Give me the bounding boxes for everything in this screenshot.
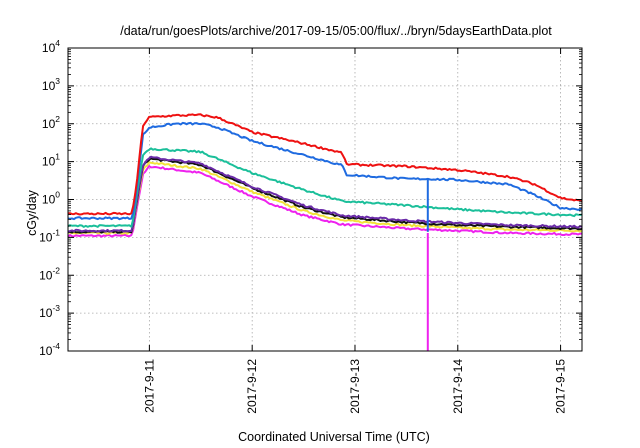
chart-title: /data/run/goesPlots/archive/2017-09-15/0… <box>120 24 552 38</box>
y-tick-label: 10-1 <box>39 227 60 244</box>
x-axis-ticks: 2017-9-11 2017-9-12 2017-9-13 2017-9-14 2017… <box>142 48 568 414</box>
x-tick-label: 2017-9-13 <box>348 359 362 414</box>
y-tick-label: 103 <box>42 76 60 93</box>
series-line <box>67 157 583 234</box>
grid-lines <box>68 48 582 351</box>
series-line <box>68 113 583 216</box>
x-tick-label: 2017-9-12 <box>245 359 259 414</box>
x-tick-label: 2017-9-14 <box>451 359 465 414</box>
y-axis-title: cGy/day <box>25 189 39 236</box>
y-tick-label: 101 <box>42 152 60 169</box>
y-axis-ticks: 10-4 10-3 10-2 10-1 100 101 102 103 104 <box>39 38 582 358</box>
y-tick-label: 100 <box>42 190 60 207</box>
series-line <box>67 121 583 221</box>
series-lines <box>67 113 583 238</box>
y-tick-label: 10-2 <box>39 265 60 282</box>
x-tick-label: 2017-9-11 <box>142 359 156 413</box>
series-line <box>67 161 583 235</box>
y-tick-label: 10-3 <box>39 303 60 320</box>
y-tick-label: 10-4 <box>39 341 60 358</box>
series-line <box>67 155 583 233</box>
x-tick-label: 2017-9-15 <box>554 359 568 414</box>
y-tick-label: 104 <box>42 38 60 55</box>
x-axis-title: Coordinated Universal Time (UTC) <box>238 430 430 444</box>
series-line <box>67 165 583 238</box>
y-tick-label: 102 <box>42 114 60 131</box>
series-line <box>67 147 583 228</box>
